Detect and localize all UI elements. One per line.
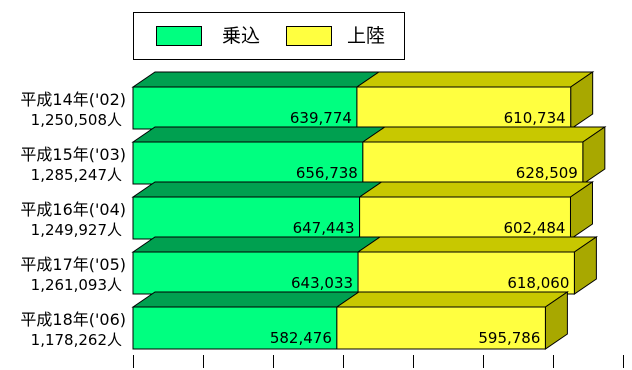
value-label-landing: 628,509	[516, 164, 578, 182]
value-label-boarding: 643,033	[291, 274, 353, 292]
category-label: 平成15年('03)	[20, 145, 126, 164]
value-label-landing: 618,060	[507, 274, 569, 292]
bar-boarding	[132, 141, 364, 185]
bar-top-boarding	[131, 181, 384, 198]
bar-landing	[362, 141, 584, 185]
chart-legend: 乗込 上陸	[133, 12, 405, 60]
bar-top-boarding	[131, 291, 361, 308]
bar-top-landing	[335, 291, 570, 308]
bar-top-boarding	[131, 71, 381, 88]
category-total-label: 1,250,508人	[31, 111, 122, 129]
category-total-label: 1,249,927人	[31, 221, 122, 239]
bar-top-landing	[356, 236, 599, 253]
bar-top-landing	[357, 181, 595, 198]
bar-boarding	[132, 306, 338, 350]
value-label-landing: 610,734	[504, 109, 566, 127]
category-label: 平成16年('04)	[20, 200, 126, 219]
category-total-label: 1,285,247人	[31, 166, 122, 184]
category-label: 平成17年('05)	[20, 255, 126, 274]
bar-top-landing	[355, 71, 595, 88]
bar-top-boarding	[131, 126, 387, 143]
category-label: 平成14年('02)	[20, 90, 126, 109]
value-label-boarding: 656,738	[296, 164, 358, 182]
bar-landing	[356, 86, 572, 130]
bar-boarding	[132, 251, 359, 295]
bar-boarding	[132, 196, 361, 240]
bar-landing	[359, 196, 571, 240]
bar-top-boarding	[131, 236, 382, 253]
bar-top-landing	[361, 126, 607, 143]
category-total-label: 1,261,093人	[31, 276, 122, 294]
legend-swatch-boarding	[156, 26, 202, 46]
value-label-landing: 595,786	[478, 329, 540, 347]
legend-swatch-landing	[286, 26, 332, 46]
legend-label-landing: 上陸	[347, 25, 386, 47]
bar-landing	[336, 306, 546, 350]
value-label-boarding: 582,476	[270, 329, 332, 347]
category-label: 平成18年('06)	[20, 310, 126, 329]
legend-label-boarding: 乗込	[222, 25, 261, 47]
value-label-boarding: 647,443	[293, 219, 355, 237]
value-label-boarding: 639,774	[290, 109, 352, 127]
value-label-landing: 602,484	[503, 219, 565, 237]
bar-landing	[357, 251, 575, 295]
category-total-label: 1,178,262人	[31, 331, 122, 349]
bar-boarding	[132, 86, 358, 130]
